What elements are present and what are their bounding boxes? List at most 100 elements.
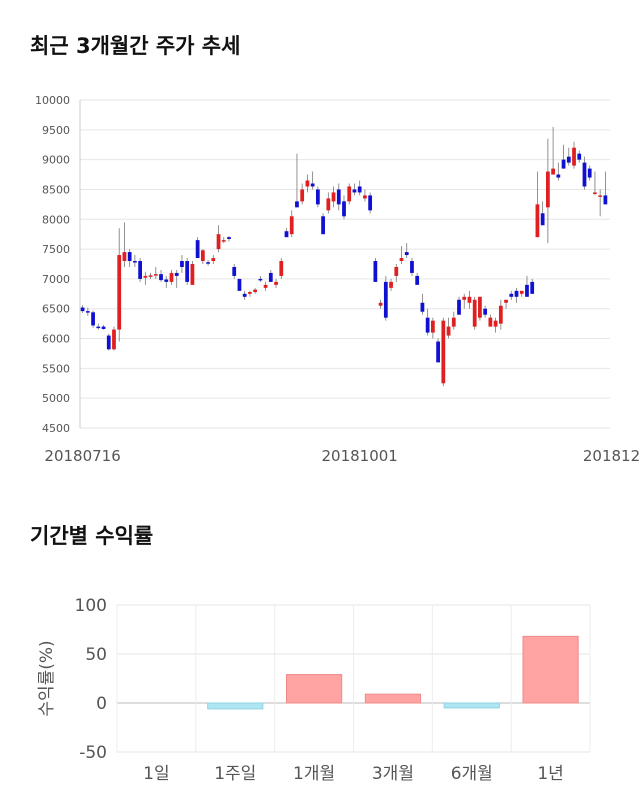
candle-body (295, 201, 299, 208)
candle-body (216, 234, 221, 250)
candle-body (300, 189, 305, 202)
y-tick-label: 9000 (42, 154, 70, 167)
candle-body (540, 213, 545, 226)
candle-body (519, 290, 524, 294)
candle-body (159, 274, 163, 281)
candle-body (253, 289, 258, 293)
return-bar-chart: -50 0 50 100 1일 1주일 1개월 3개월 6개월 1년 수익률(%) (37, 596, 591, 784)
candle-body (368, 195, 373, 211)
x-category-label: 1일 (143, 764, 169, 784)
candle-body (321, 216, 325, 235)
candle-body (232, 266, 237, 276)
candle-body (598, 195, 603, 197)
candle-body (509, 293, 514, 297)
candle-body (258, 278, 263, 281)
return-bar (207, 702, 264, 710)
y-tick-label: 4500 (42, 422, 70, 435)
candle-body (106, 335, 111, 350)
candle-body (383, 281, 388, 318)
candle-body (127, 252, 132, 262)
candle-body (169, 272, 174, 282)
candle-body (441, 320, 446, 384)
candle-body (174, 272, 179, 276)
candle-body (342, 201, 346, 217)
candle-body (498, 305, 503, 324)
x-tick-label: 20181212 (583, 447, 640, 465)
candle-body (525, 284, 529, 297)
candle-body (472, 299, 477, 327)
candle-body (577, 153, 582, 160)
candle-body (451, 317, 456, 327)
candle-body (425, 317, 430, 333)
y-tick-label: 6500 (42, 303, 70, 316)
y-tick-label: 0 (96, 694, 107, 714)
candle-body (603, 195, 608, 205)
candle-body (153, 274, 158, 276)
x-category-label: 1주일 (214, 764, 256, 784)
candle-body (582, 162, 587, 187)
candle-body (545, 171, 550, 208)
candle-body (493, 320, 498, 327)
candle-body (148, 275, 153, 277)
candle-body (357, 186, 362, 193)
candle-body (389, 281, 393, 288)
candle-body (80, 307, 85, 312)
candle-body (336, 189, 341, 205)
candlestick-chart: 4500 5000 5500 6000 6500 7000 7500 8000 8500 9000… (35, 94, 640, 465)
candle-body (248, 292, 252, 294)
candle-body (410, 261, 414, 273)
x-tick-label: 20180716 (44, 447, 120, 465)
x-category-label: 1년 (537, 764, 563, 784)
candle-body (143, 275, 148, 278)
y-tick-label: -50 (79, 743, 107, 763)
candle-body (504, 299, 508, 303)
candle-body (561, 159, 566, 169)
return-bar (522, 635, 579, 704)
candle-body (91, 312, 95, 326)
candle-body (315, 189, 320, 205)
candle-body (289, 216, 294, 235)
candle-body (363, 195, 367, 199)
candle-body (326, 198, 331, 211)
x-category-label: 3개월 (372, 764, 414, 784)
candle-body (305, 180, 310, 187)
candle-body (101, 326, 106, 330)
candle-body (566, 156, 571, 163)
x-category-label: 6개월 (451, 764, 493, 784)
y-tick-label: 7500 (42, 243, 70, 256)
y-tick-label: 5000 (42, 392, 70, 405)
candle-body (117, 255, 122, 330)
price-trend-title: 최근 3개월간 주가 추세 (30, 34, 241, 58)
x-tick-label: 20181001 (322, 447, 398, 465)
y-tick-label: 8000 (42, 213, 70, 226)
candle-body (436, 341, 440, 363)
candle-body (221, 240, 226, 242)
candle-body (279, 261, 284, 276)
y-tick-label: 9500 (42, 124, 70, 137)
candle-body (206, 262, 210, 264)
candle-body (310, 183, 315, 187)
candle-body (462, 296, 467, 300)
candle-body (587, 168, 592, 178)
return-bar (443, 702, 500, 709)
candle-body (551, 168, 555, 175)
candle-body (430, 320, 435, 333)
x-category-label: 1개월 (293, 764, 335, 784)
y-tick-label: 8500 (42, 183, 70, 196)
y-tick-label: 6000 (42, 333, 70, 346)
candle-body (446, 326, 451, 336)
candle-body (467, 296, 472, 303)
y-tick-label: 5500 (42, 362, 70, 375)
return-title: 기간별 수익률 (30, 524, 154, 548)
return-bar (364, 693, 422, 704)
candle-body (274, 281, 278, 285)
candle-body (420, 302, 425, 312)
y-tick-label: 50 (85, 645, 107, 665)
candle-body (263, 284, 268, 288)
y-tick-label: 100 (75, 596, 107, 616)
candle-body (133, 261, 137, 263)
candle-body (227, 237, 231, 239)
candle-body (268, 272, 273, 282)
candle-body (284, 231, 289, 238)
y-tick-label: 10000 (35, 94, 70, 107)
